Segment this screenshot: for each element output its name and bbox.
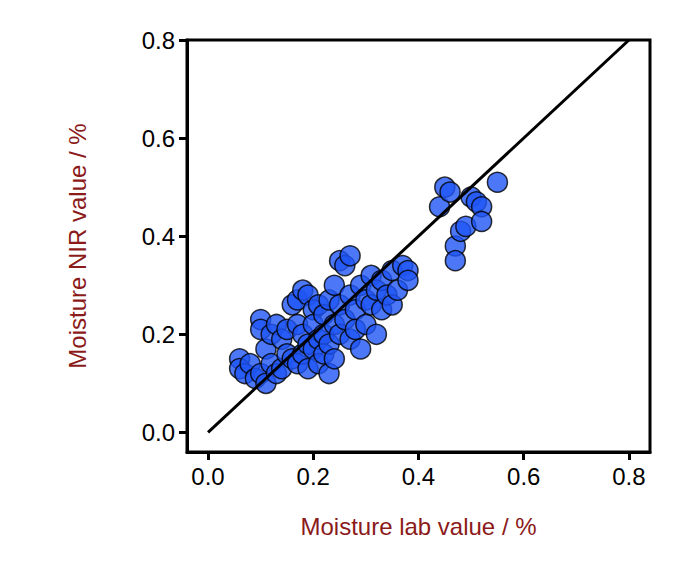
- svg-text:0.4: 0.4: [142, 223, 175, 250]
- svg-text:0.0: 0.0: [142, 419, 175, 446]
- svg-text:0.8: 0.8: [142, 27, 175, 54]
- svg-text:0.4: 0.4: [402, 463, 435, 490]
- svg-text:0.8: 0.8: [612, 463, 645, 490]
- svg-text:0.2: 0.2: [142, 321, 175, 348]
- svg-text:Moisture NIR value / %: Moisture NIR value / %: [64, 123, 91, 368]
- svg-text:0.6: 0.6: [507, 463, 540, 490]
- svg-text:0.0: 0.0: [191, 463, 224, 490]
- svg-text:0.2: 0.2: [297, 463, 330, 490]
- svg-text:0.6: 0.6: [142, 125, 175, 152]
- svg-text:Moisture lab value / %: Moisture lab value / %: [300, 513, 536, 540]
